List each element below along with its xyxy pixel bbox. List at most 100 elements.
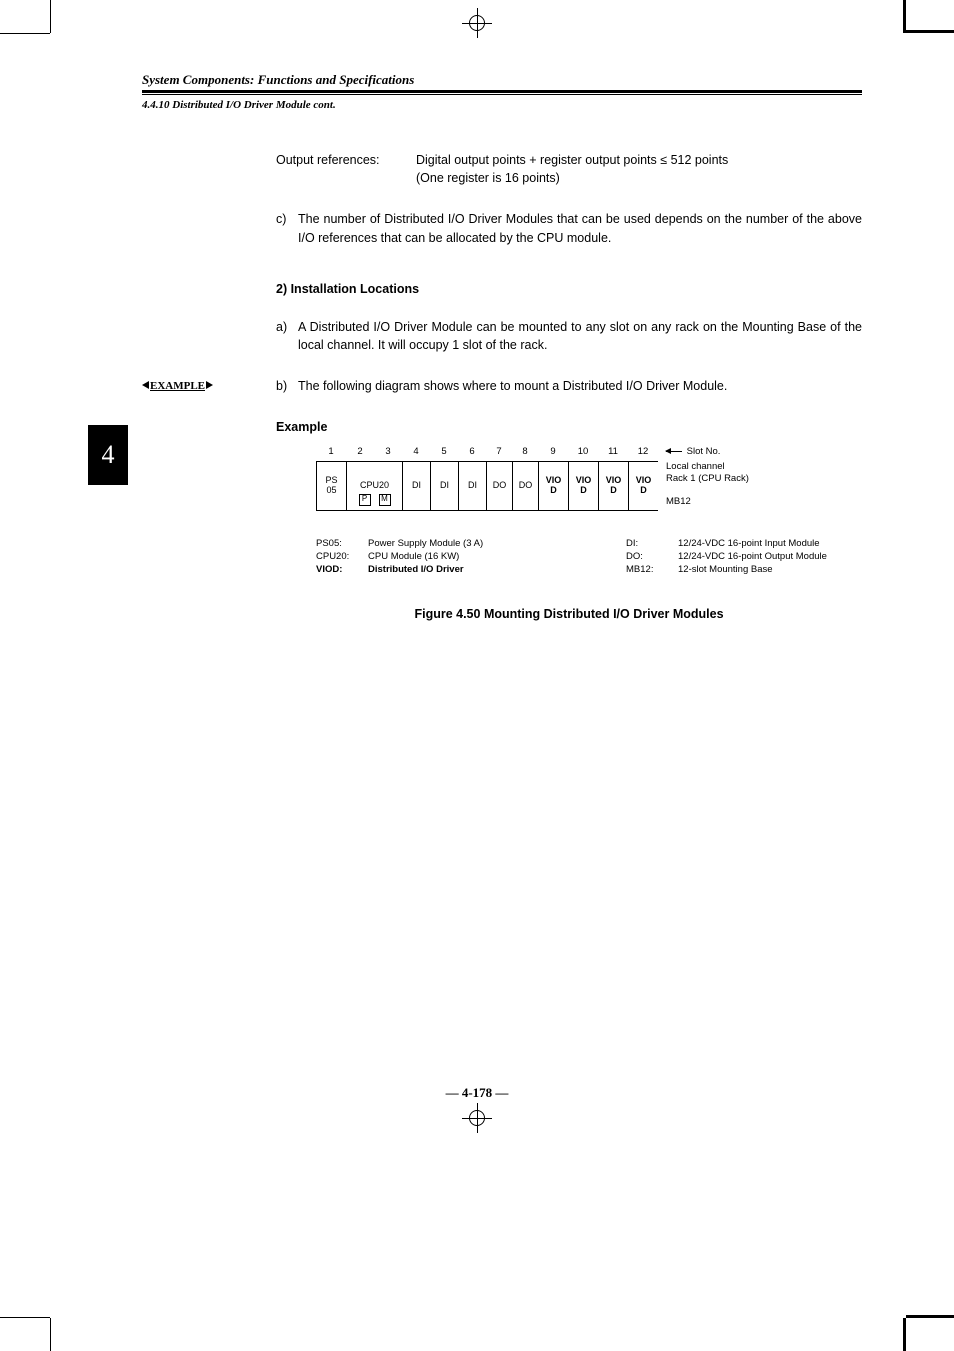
slot-label: DI — [440, 481, 449, 491]
legend-value: 12-slot Mounting Base — [678, 563, 773, 576]
registration-mark-icon — [462, 1103, 492, 1133]
crop-mark — [903, 1318, 906, 1351]
slot-number: 5 — [430, 446, 458, 457]
slot-sublabel: D — [610, 486, 617, 496]
rack-slot: DI — [430, 461, 458, 511]
slot-sublabel: D — [550, 486, 557, 496]
item-body: The following diagram shows where to mou… — [298, 377, 862, 396]
example-badge-text: EXAMPLE — [150, 380, 205, 392]
slot-sublabel: D — [580, 486, 587, 496]
crop-mark — [906, 30, 954, 33]
slot-number: 12 — [628, 446, 658, 457]
registration-mark-icon — [462, 8, 492, 38]
side-rack1: Rack 1 (CPU Rack) — [666, 473, 749, 485]
legend-value: Power Supply Module (3 A) — [368, 537, 483, 550]
m-box: M — [379, 494, 391, 506]
legend-key: MB12: — [626, 563, 678, 576]
legend: PS05:Power Supply Module (3 A)CPU20:CPU … — [316, 537, 862, 577]
slot-number: 4 — [402, 446, 430, 457]
slot-number: 6 — [458, 446, 486, 457]
slot-sublabel: D — [640, 486, 647, 496]
slot-number: 9 — [538, 446, 568, 457]
legend-row: MB12:12-slot Mounting Base — [626, 563, 827, 576]
legend-left: PS05:Power Supply Module (3 A)CPU20:CPU … — [316, 537, 626, 577]
side-mb12: MB12 — [666, 496, 749, 508]
item-body: The number of Distributed I/O Driver Mod… — [298, 210, 862, 248]
legend-row: VIOD:Distributed I/O Driver — [316, 563, 626, 576]
slot-number: 1 — [316, 446, 346, 457]
crop-mark — [50, 0, 51, 33]
arrow-left-icon — [666, 451, 682, 452]
item-a: a) A Distributed I/O Driver Module can b… — [276, 318, 862, 356]
section2-content: a) A Distributed I/O Driver Module can b… — [276, 318, 862, 396]
rack-diagram: 123456789101112 Slot No. PS05CPU20PMDIDI… — [316, 446, 862, 511]
rack-slot: DO — [486, 461, 512, 511]
chapter-tab: 4 — [88, 425, 128, 485]
rack-slot: DI — [458, 461, 486, 511]
slot-label: DI — [468, 481, 477, 491]
output-references-label: Output references: — [276, 151, 416, 189]
slot-label: DO — [519, 481, 533, 491]
slot-number: 7 — [486, 446, 512, 457]
rack-slot: CPU20 PM — [346, 461, 402, 511]
legend-key: DI: — [626, 537, 678, 550]
legend-key: PS05: — [316, 537, 368, 550]
crop-mark — [906, 1315, 954, 1318]
slot-number: 11 — [598, 446, 628, 457]
item-c: c) The number of Distributed I/O Driver … — [276, 210, 862, 248]
triangle-left-icon — [142, 381, 149, 389]
slot-number-row: 123456789101112 Slot No. — [316, 446, 862, 457]
item-letter: c) — [276, 210, 298, 248]
legend-row: DI:12/24-VDC 16-point Input Module — [626, 537, 827, 550]
body-content: Output references: Digital output points… — [276, 151, 862, 248]
slot-label: DO — [493, 481, 507, 491]
rack-slot: VIOD — [538, 461, 568, 511]
slot-sublabel: 05 — [326, 486, 336, 496]
crop-mark — [0, 33, 50, 34]
item-letter: a) — [276, 318, 298, 356]
rack-side-notes: Local channelRack 1 (CPU Rack) MB12 — [666, 461, 749, 511]
legend-value: CPU Module (16 KW) — [368, 550, 459, 563]
rack-slot: DO — [512, 461, 538, 511]
triangle-right-icon — [206, 381, 213, 389]
outref-line2: (One register is 16 points) — [416, 169, 862, 188]
pm-boxes: PM — [347, 493, 402, 507]
legend-right: DI:12/24-VDC 16-point Input ModuleDO:12/… — [626, 537, 827, 577]
slot-number: 8 — [512, 446, 538, 457]
crop-mark — [903, 0, 906, 33]
crop-mark — [50, 1318, 51, 1351]
slot-no-label: Slot No. — [664, 446, 720, 457]
figure-caption: Figure 4.50 Mounting Distributed I/O Dri… — [276, 607, 862, 621]
page-number: — 4-178 — — [446, 1085, 509, 1101]
slot-number: 3 — [374, 446, 402, 457]
header-rule — [142, 90, 862, 95]
slot-label: CPU20 — [360, 481, 389, 491]
item-body: A Distributed I/O Driver Module can be m… — [298, 318, 862, 356]
rack-slot: PS05 — [316, 461, 346, 511]
rack-slot: DI — [402, 461, 430, 511]
slot-number: 10 — [568, 446, 598, 457]
item-b: b) The following diagram shows where to … — [276, 377, 862, 396]
side-local-channel: Local channel — [666, 461, 749, 473]
legend-key: DO: — [626, 550, 678, 563]
rack-row: PS05CPU20PMDIDIDIDODOVIODVIODVIODVIODLoc… — [316, 461, 862, 511]
p-box: P — [359, 494, 371, 506]
rack-slot: VIOD — [598, 461, 628, 511]
cont-header: 4.4.10 Distributed I/O Driver Module con… — [142, 99, 862, 111]
slot-label: DI — [412, 481, 421, 491]
example-badge: EXAMPLE — [142, 380, 213, 392]
example-heading: Example — [276, 420, 862, 434]
page-content: System Components: Functions and Specifi… — [142, 72, 862, 621]
legend-value: 12/24-VDC 16-point Output Module — [678, 550, 827, 563]
slot-number: 2 — [346, 446, 374, 457]
output-references-text: Digital output points + register output … — [416, 151, 862, 189]
outref-line1: Digital output points + register output … — [416, 151, 862, 170]
item-letter: b) — [276, 377, 298, 396]
legend-key: CPU20: — [316, 550, 368, 563]
legend-row: CPU20:CPU Module (16 KW) — [316, 550, 626, 563]
crop-mark — [0, 1317, 50, 1318]
running-header: System Components: Functions and Specifi… — [142, 72, 862, 88]
rack-slot: VIOD — [628, 461, 658, 511]
section-title: 2) Installation Locations — [276, 282, 862, 296]
legend-row: PS05:Power Supply Module (3 A) — [316, 537, 626, 550]
